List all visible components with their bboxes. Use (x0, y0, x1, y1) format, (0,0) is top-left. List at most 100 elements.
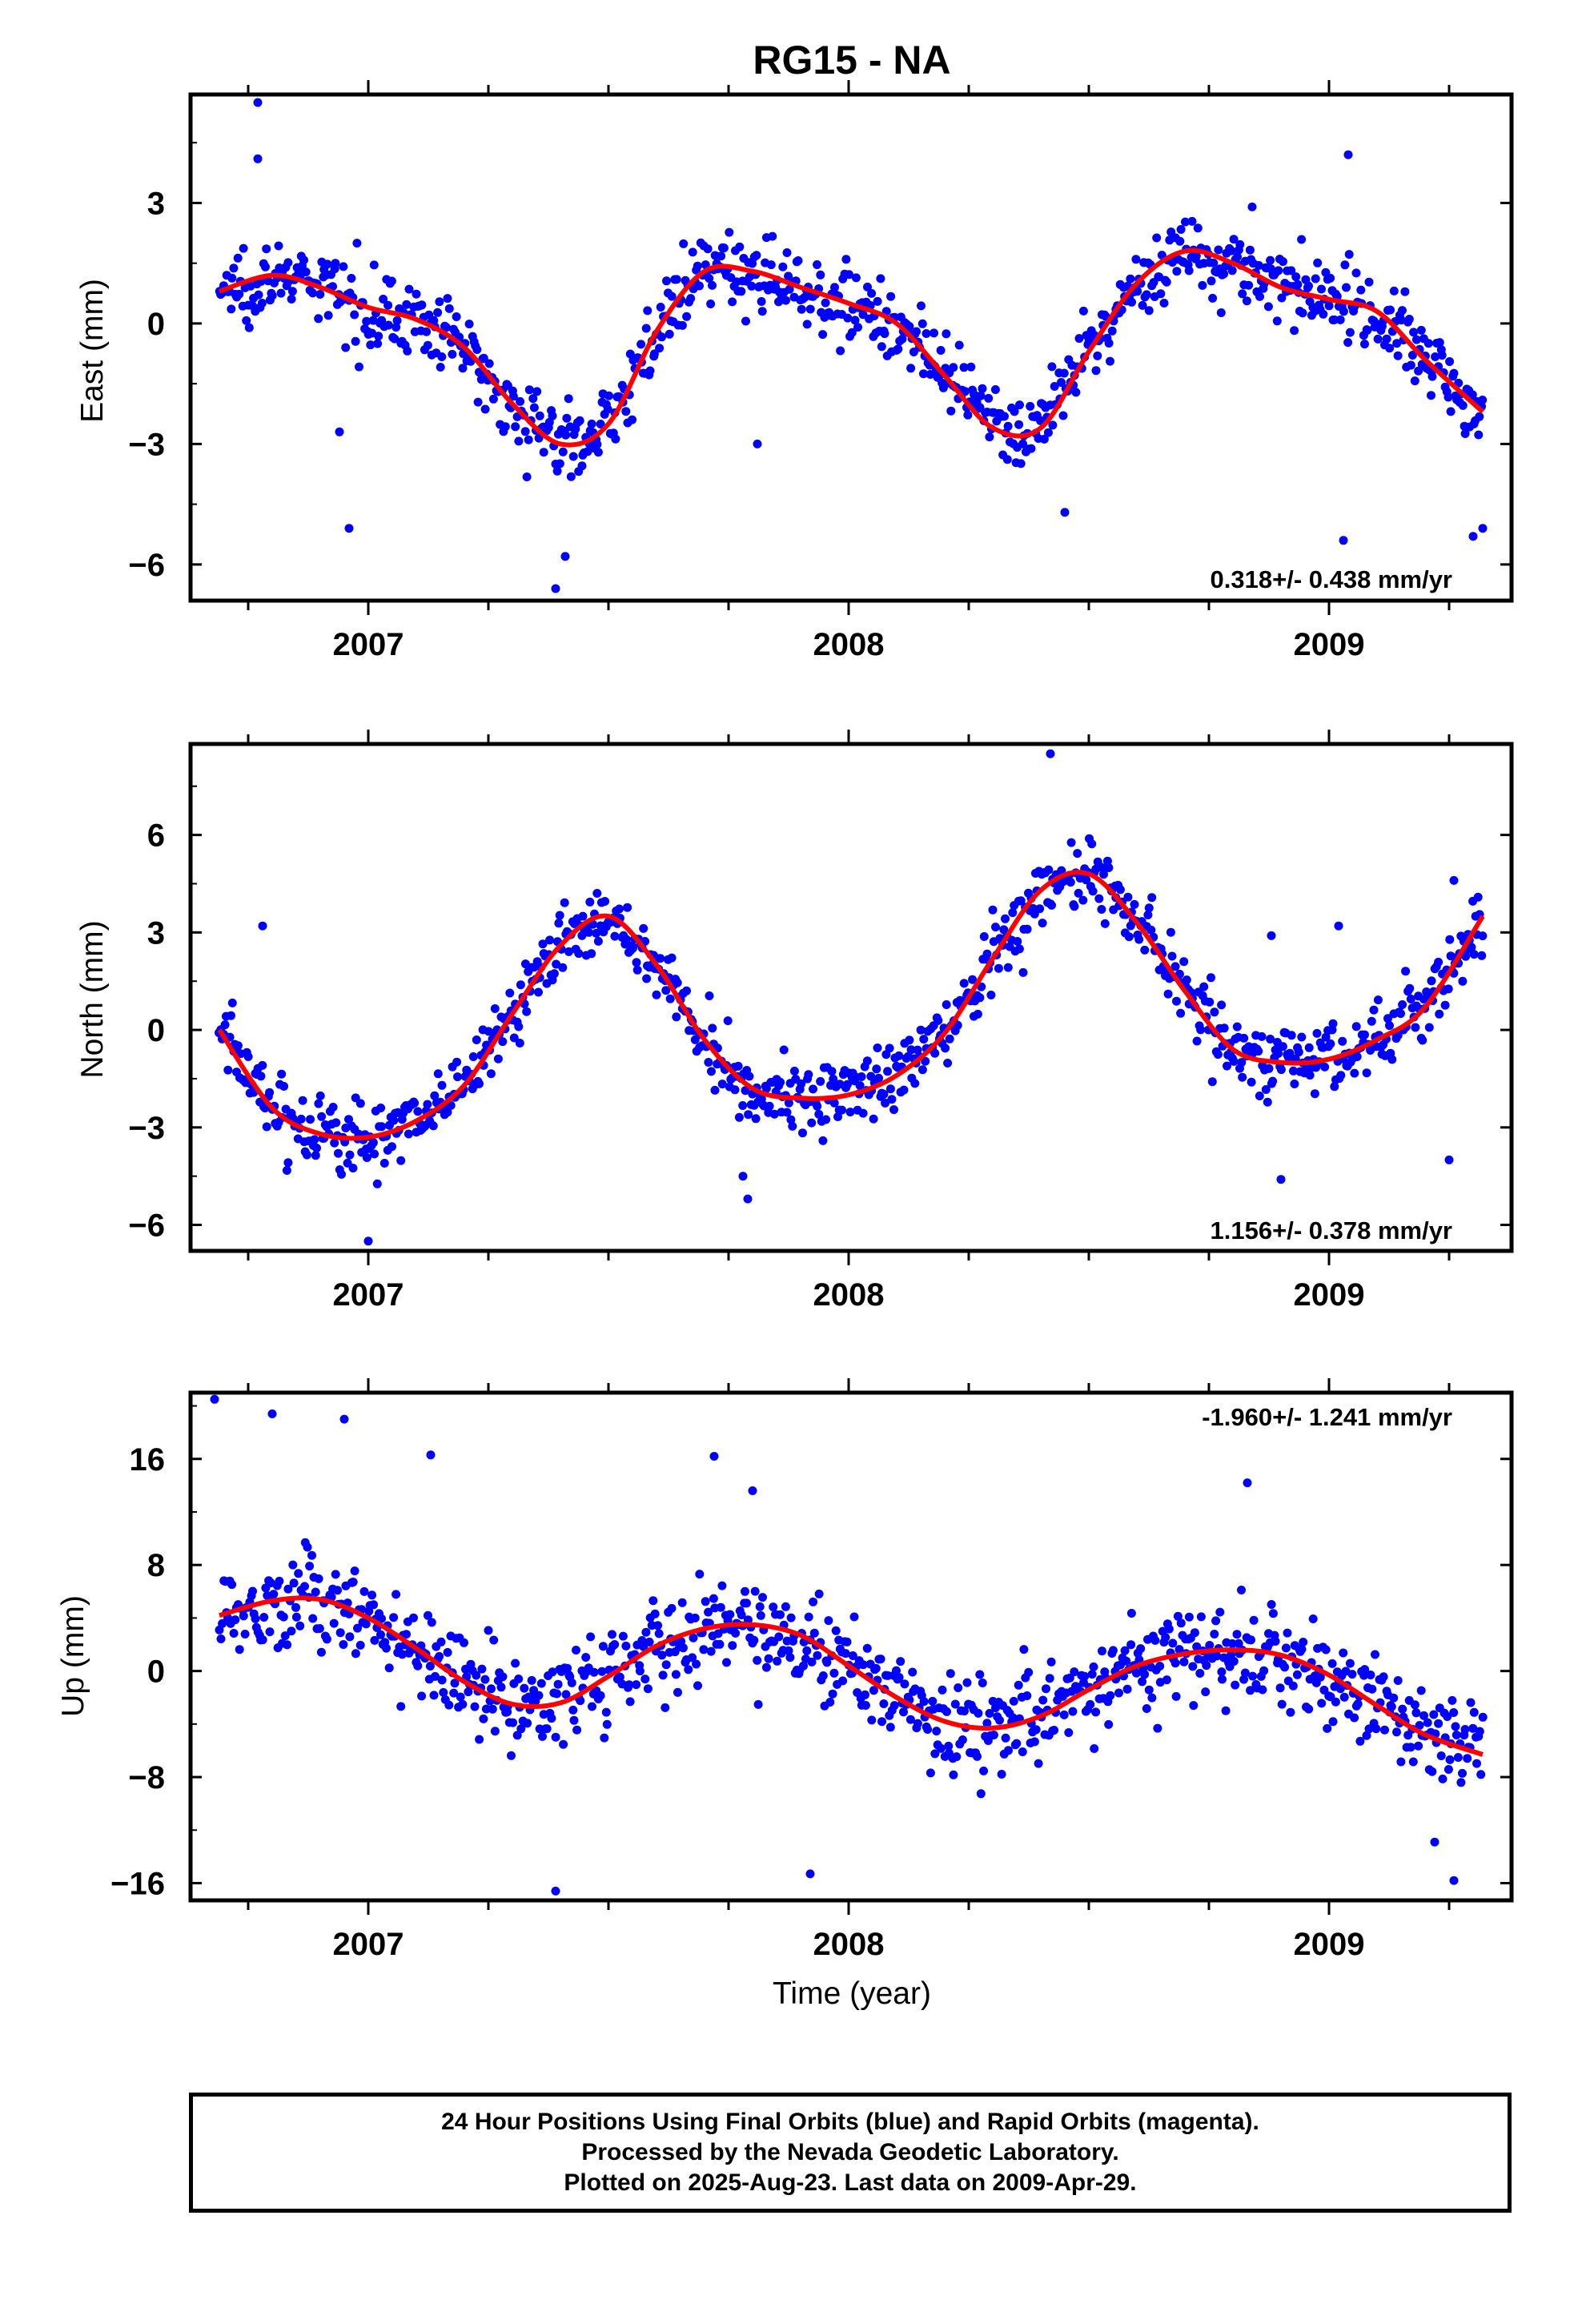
data-point (1140, 1670, 1150, 1679)
data-point (1182, 975, 1191, 985)
data-point (867, 1715, 877, 1725)
outlier-point (551, 584, 560, 593)
data-point (643, 306, 652, 316)
data-point (1122, 1656, 1131, 1666)
data-point (1463, 1754, 1472, 1763)
data-point (1156, 289, 1166, 299)
data-point (1127, 297, 1136, 307)
data-point (988, 905, 998, 915)
data-point (291, 1612, 301, 1622)
data-point (376, 1104, 386, 1112)
data-point (936, 346, 946, 355)
footer-line-2: Processed by the Nevada Geodetic Laborat… (581, 2139, 1119, 2165)
data-point (1162, 277, 1171, 287)
data-point (1123, 892, 1133, 902)
data-point (658, 1671, 668, 1680)
data-point (809, 1084, 817, 1094)
data-point (366, 340, 375, 350)
data-point (554, 919, 564, 928)
data-point (355, 1640, 365, 1650)
data-point (900, 1679, 909, 1689)
data-point (769, 1109, 779, 1119)
data-point (598, 1642, 608, 1651)
outlier-point (1468, 532, 1478, 541)
data-point (437, 1675, 447, 1685)
data-point (717, 1080, 727, 1089)
data-point (538, 1731, 547, 1741)
data-point (1161, 1633, 1170, 1642)
data-point (1050, 1726, 1059, 1735)
data-point (851, 273, 861, 283)
data-point (873, 1043, 882, 1052)
data-point (505, 988, 515, 998)
data-point (719, 243, 729, 253)
data-point (741, 316, 750, 326)
data-point (677, 320, 687, 330)
data-point (218, 1618, 227, 1628)
data-point (1108, 1646, 1118, 1655)
data-point (654, 1629, 664, 1638)
data-point (894, 1051, 904, 1060)
data-point (389, 1613, 399, 1622)
data-point (692, 1659, 701, 1669)
data-point (1172, 996, 1181, 1006)
data-point (774, 1632, 784, 1642)
data-point (551, 1732, 560, 1742)
data-point (982, 949, 992, 959)
data-point (802, 320, 812, 329)
data-point (1068, 1707, 1078, 1716)
data-point (665, 329, 674, 339)
data-point (672, 1012, 681, 1022)
data-point (785, 1653, 795, 1663)
data-point (1255, 292, 1264, 301)
data-point (315, 1091, 325, 1100)
data-point (1478, 396, 1488, 404)
outlier-point (1046, 749, 1055, 758)
data-point (966, 362, 976, 372)
data-point (560, 898, 569, 907)
data-point (456, 1692, 465, 1702)
data-point (1015, 400, 1024, 410)
data-point (402, 300, 412, 309)
data-point (296, 1114, 306, 1124)
data-point (662, 276, 671, 286)
data-point (1274, 266, 1283, 275)
data-point (779, 1045, 789, 1055)
data-point (1362, 1068, 1371, 1078)
data-point (1170, 1659, 1180, 1668)
data-point (610, 931, 620, 941)
data-point (367, 1590, 377, 1600)
data-point (348, 1164, 358, 1173)
outlier-point (805, 1869, 815, 1879)
data-point (1089, 1662, 1098, 1671)
data-point (930, 1749, 940, 1759)
data-point (344, 1115, 353, 1124)
data-point (1210, 1007, 1219, 1017)
data-point (653, 1621, 663, 1630)
data-point (509, 1033, 519, 1043)
data-point (1396, 1757, 1406, 1767)
data-point (917, 1065, 927, 1075)
data-point (1408, 1757, 1418, 1767)
data-point (797, 1079, 806, 1088)
data-point (1080, 1671, 1090, 1681)
data-point (516, 396, 525, 406)
data-point (905, 322, 914, 331)
data-point (569, 1715, 579, 1725)
data-point (1138, 300, 1147, 310)
data-point (978, 384, 987, 393)
data-point (706, 300, 716, 308)
north-ticks: 6 3 0 −3 −6 2007 2008 2009 (128, 730, 1512, 1313)
data-point (1286, 1707, 1295, 1717)
data-point (500, 422, 510, 432)
data-point (1242, 296, 1251, 306)
data-point (452, 1057, 462, 1067)
data-point (672, 275, 681, 284)
data-point (431, 1671, 440, 1681)
data-point (1008, 908, 1018, 918)
data-point (1026, 401, 1035, 411)
data-point (1355, 1736, 1365, 1746)
data-point (919, 1035, 929, 1044)
data-point (1339, 1648, 1348, 1658)
outlier-point (1334, 921, 1343, 931)
